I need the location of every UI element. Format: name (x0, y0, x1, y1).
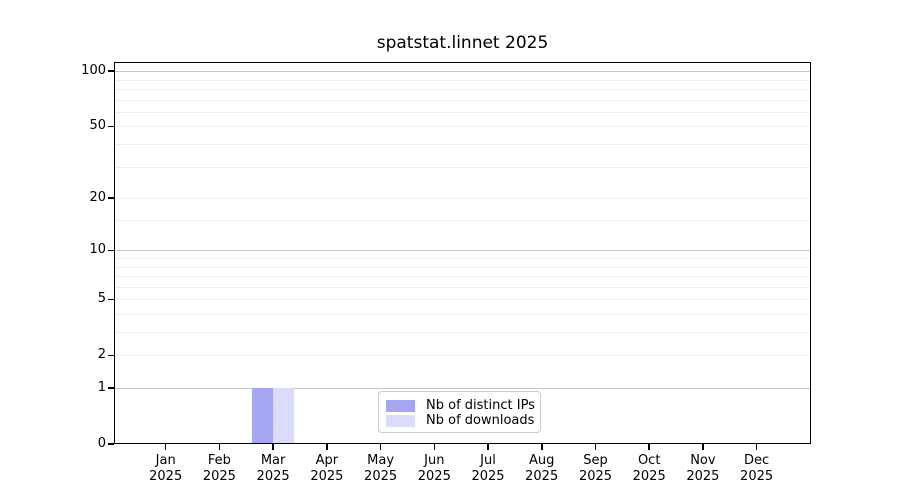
x-tick-year: 2025 (417, 468, 451, 484)
x-tick-mark (755, 444, 758, 450)
x-tick-month: Sep (583, 453, 608, 468)
legend-label: Nb of distinct IPs (426, 398, 535, 413)
x-tick-mark (648, 444, 650, 450)
gridline-50 (114, 126, 811, 128)
x-tick-year: 2025 (578, 468, 613, 484)
x-tick-label: Nov 2025 (675, 453, 731, 484)
gridline-6 (114, 286, 811, 288)
x-tick-mark (487, 444, 489, 450)
x-tick-label: Mar 2025 (245, 453, 301, 484)
gridline-5 (114, 299, 811, 301)
x-tick-month: Aug (528, 453, 555, 468)
x-tick-year: 2025 (149, 468, 183, 484)
y-tick-mark (108, 298, 114, 300)
y-tick-mark (108, 443, 114, 445)
x-tick-month: Feb (207, 453, 231, 468)
x-tick-year: 2025 (471, 468, 505, 484)
x-tick-label: Sep 2025 (568, 453, 624, 484)
x-tick-month: Dec (744, 453, 770, 468)
x-tick-label: Apr 2025 (299, 453, 355, 484)
x-tick-month: May (367, 453, 395, 468)
x-tick-label: Jan 2025 (138, 453, 194, 484)
legend-swatch (386, 399, 415, 412)
gridline-8 (114, 266, 811, 268)
x-tick-month: Jul (480, 453, 496, 468)
x-tick-mark (702, 444, 704, 450)
gridline-10 (114, 250, 811, 252)
x-tick-year: 2025 (686, 468, 720, 484)
y-tick-label: 20 (89, 190, 106, 205)
gridline-70 (114, 99, 811, 101)
x-tick-label: Feb 2025 (191, 453, 247, 484)
x-tick-year: 2025 (202, 468, 236, 484)
gridline-4 (114, 313, 811, 315)
x-tick-mark (326, 444, 328, 450)
x-tick-mark (164, 444, 167, 450)
gridline-7 (114, 276, 811, 277)
gridline-2 (114, 355, 811, 357)
y-tick-mark (108, 249, 114, 251)
x-tick-month: Apr (315, 453, 339, 468)
x-tick-year: 2025 (364, 468, 398, 484)
plot-frame (114, 62, 811, 444)
x-tick-month: Nov (690, 453, 716, 468)
y-tick-label: 1 (97, 380, 106, 395)
gridline-100 (114, 71, 811, 73)
x-tick-month: Jun (424, 453, 445, 468)
y-tick-label: 100 (81, 63, 106, 79)
y-tick-label: 5 (97, 291, 106, 307)
gridline-80 (114, 88, 811, 90)
x-tick-label: Jun 2025 (406, 453, 462, 484)
bar-nb-of-distinct-ips (252, 388, 274, 444)
gridline-20 (114, 198, 811, 199)
x-tick-label: Oct 2025 (621, 453, 677, 484)
bar-nb-of-downloads (273, 388, 295, 444)
y-tick-mark (108, 387, 114, 389)
y-tick-label: 10 (89, 242, 106, 258)
y-tick-mark (108, 125, 114, 127)
x-tick-mark (218, 444, 221, 450)
x-tick-mark (594, 444, 597, 450)
x-tick-year: 2025 (632, 468, 666, 484)
y-tick-label: 50 (89, 118, 106, 134)
x-tick-year: 2025 (525, 468, 559, 484)
gridline-15 (114, 220, 811, 221)
x-tick-year: 2025 (740, 468, 774, 484)
gridline-90 (114, 79, 811, 81)
legend-swatch (386, 414, 415, 427)
y-tick-mark (108, 197, 114, 199)
gridline-3 (114, 332, 811, 333)
chart-title: spatstat.linnet 2025 (376, 33, 549, 53)
x-tick-label: Aug 2025 (514, 453, 570, 484)
y-tick-mark (108, 354, 114, 356)
plot-area: Nb of distinct IPs Nb of downloads (114, 62, 811, 444)
x-tick-month: Oct (637, 453, 661, 468)
x-tick-label: Dec 2025 (729, 453, 785, 484)
y-tick-mark (108, 70, 114, 72)
x-tick-mark (379, 444, 382, 450)
x-tick-year: 2025 (310, 468, 344, 484)
legend-label: Nb of downloads (426, 413, 535, 428)
legend-item: Nb of downloads (386, 413, 535, 428)
y-tick-label: 2 (97, 347, 106, 363)
legend-item: Nb of distinct IPs (386, 398, 535, 413)
legend: Nb of distinct IPs Nb of downloads (378, 391, 541, 433)
gridline-40 (114, 143, 811, 145)
x-tick-mark (433, 444, 436, 450)
x-tick-mark (272, 444, 274, 450)
gridline-1 (114, 388, 811, 389)
gridline-9 (114, 257, 811, 259)
x-tick-label: Jul 2025 (460, 453, 516, 484)
x-tick-mark (541, 444, 543, 450)
gridline-60 (114, 111, 811, 113)
y-tick-label: 0 (97, 436, 106, 451)
x-tick-label: May 2025 (353, 453, 409, 484)
x-tick-month: Jan (155, 453, 176, 468)
gridline-30 (114, 166, 811, 168)
x-tick-month: Mar (260, 453, 286, 468)
x-tick-year: 2025 (256, 468, 290, 484)
